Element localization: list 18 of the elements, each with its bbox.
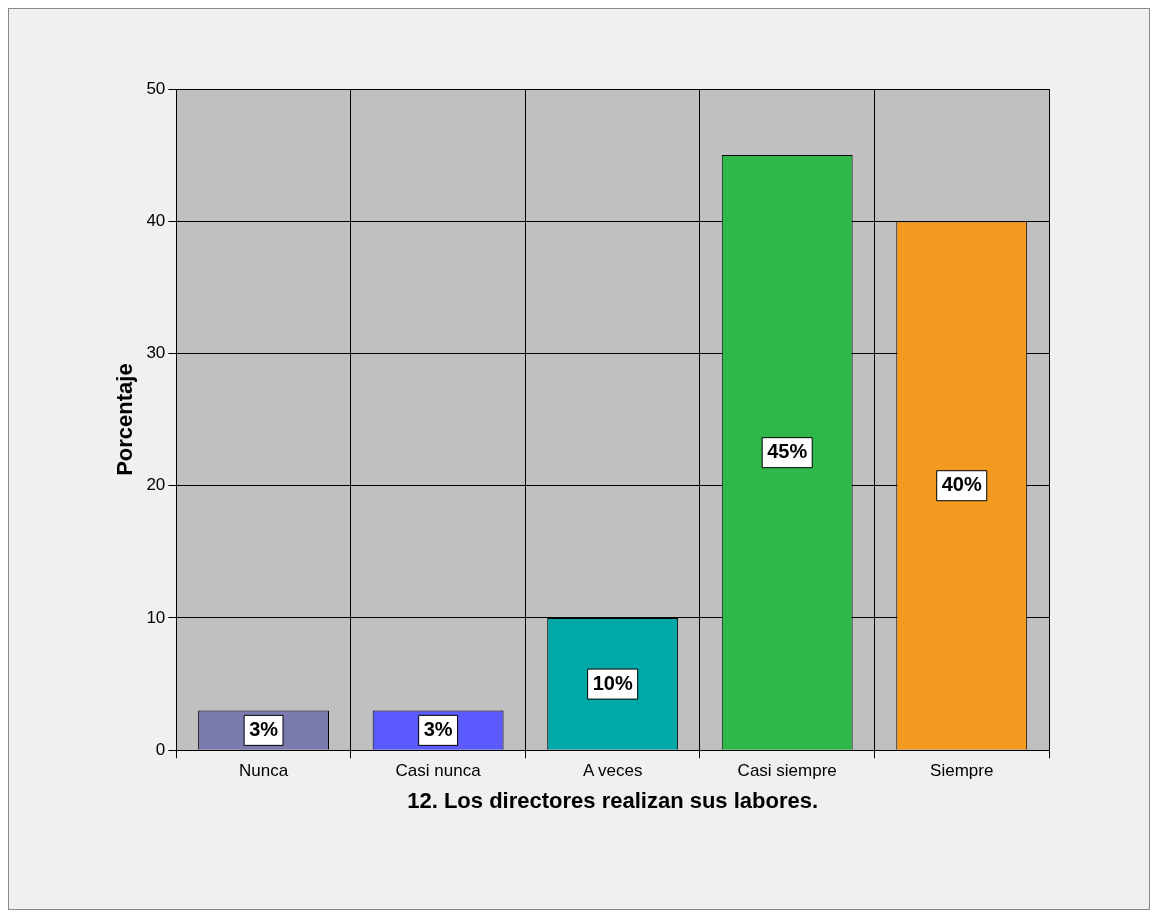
y-axis-title: Porcentaje (112, 363, 138, 476)
x-tick-label: A veces (582, 761, 643, 781)
x-tick-label: Casi nunca (395, 761, 482, 781)
data-label: 40% (941, 473, 982, 496)
y-tick-label: 0 (155, 739, 166, 759)
x-tick-label: Casi siempre (737, 761, 837, 781)
x-axis-title: 12. Los directores realizan sus labores. (407, 787, 819, 813)
data-label: 3% (249, 717, 279, 740)
x-tick-label: Nunca (239, 761, 289, 781)
y-tick-label: 50 (146, 78, 166, 98)
y-tick-label: 30 (146, 343, 166, 363)
data-label: 10% (592, 671, 633, 694)
y-tick-label: 10 (146, 607, 166, 627)
data-label: 45% (767, 440, 808, 463)
data-label: 3% (423, 717, 453, 740)
y-tick-label: 20 (146, 475, 166, 495)
y-tick-label: 40 (146, 210, 166, 230)
x-tick-label: Siempre (930, 761, 994, 781)
